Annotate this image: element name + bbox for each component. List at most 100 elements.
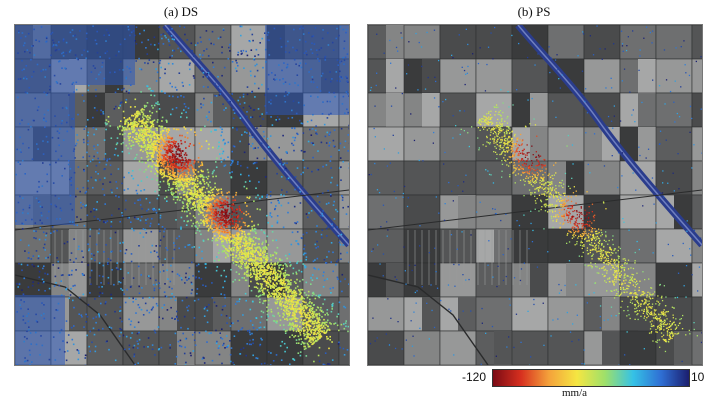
ps-point	[223, 221, 226, 223]
ps-point	[181, 159, 183, 161]
ps-point	[280, 308, 283, 310]
ps-point	[215, 238, 217, 240]
ps-point	[223, 294, 226, 296]
ps-point	[285, 289, 287, 292]
ps-point	[53, 285, 56, 287]
ps-point	[194, 192, 196, 194]
ps-point	[227, 141, 230, 144]
ps-point	[246, 205, 248, 207]
ps-point	[133, 158, 136, 160]
ps-point	[292, 317, 294, 320]
ps-point	[193, 183, 196, 185]
ps-point	[256, 157, 259, 160]
ps-point	[270, 262, 273, 264]
ps-point	[200, 233, 202, 236]
ps-point	[246, 225, 249, 228]
ps-point	[196, 227, 199, 230]
ps-point	[205, 181, 208, 184]
ps-point	[209, 203, 211, 205]
ps-point	[131, 131, 134, 133]
ps-point	[334, 322, 337, 324]
ps-point	[319, 294, 322, 296]
ps-point	[180, 162, 183, 164]
ps-point	[289, 363, 291, 365]
ps-point	[333, 129, 336, 131]
ps-point	[159, 217, 162, 219]
ps-point	[316, 168, 319, 171]
ps-point	[173, 242, 175, 244]
ps-point	[176, 184, 178, 186]
ps-point	[92, 327, 95, 330]
ps-point	[248, 197, 250, 200]
ps-point	[259, 252, 262, 255]
ps-point	[170, 163, 173, 165]
ps-point	[119, 242, 121, 244]
ps-point	[165, 158, 167, 160]
ps-point	[313, 360, 315, 363]
ps-point	[116, 187, 118, 189]
ps-point	[177, 181, 180, 184]
ps-point	[252, 259, 254, 262]
ps-point	[280, 298, 283, 300]
ps-point	[86, 165, 89, 167]
ps-point	[185, 147, 187, 149]
ps-point	[281, 340, 283, 343]
ps-point	[189, 68, 191, 71]
ps-point	[325, 262, 327, 264]
ps-point	[65, 287, 68, 290]
ps-point	[197, 171, 200, 173]
ps-point	[190, 292, 193, 295]
ps-point	[231, 213, 233, 215]
ps-point	[184, 193, 186, 196]
ps-point	[171, 293, 173, 295]
ps-point	[287, 299, 289, 302]
ps-point	[276, 215, 279, 217]
ps-point	[220, 201, 222, 204]
ps-point	[206, 199, 208, 201]
ps-point	[156, 133, 158, 136]
ps-point	[117, 128, 119, 130]
ps-point	[104, 302, 107, 305]
ps-point	[234, 199, 236, 201]
ps-point	[304, 307, 307, 309]
ps-point	[325, 203, 328, 205]
ps-point	[213, 205, 216, 208]
ps-point	[314, 328, 317, 331]
ps-point	[315, 247, 317, 249]
ps-point	[200, 202, 203, 205]
ps-point	[150, 94, 152, 96]
ps-point	[288, 290, 291, 292]
ps-point	[191, 289, 193, 291]
ps-point	[188, 183, 191, 186]
ps-point	[254, 55, 256, 57]
ps-point	[31, 284, 34, 287]
ps-point	[220, 223, 222, 226]
ps-point	[174, 332, 177, 335]
ps-point	[18, 282, 21, 285]
ps-point	[229, 240, 231, 243]
ps-point	[285, 167, 287, 170]
ps-point	[296, 231, 299, 233]
ps-point	[297, 186, 300, 189]
ps-point	[278, 297, 281, 299]
ps-point	[200, 129, 202, 131]
ps-point	[206, 321, 209, 324]
ps-point	[154, 209, 157, 211]
ps-point	[316, 195, 319, 198]
ps-point	[164, 258, 166, 260]
ps-point	[284, 272, 286, 274]
ps-point	[251, 33, 254, 36]
ps-point	[235, 271, 238, 273]
ps-point	[238, 273, 240, 275]
ps-point	[95, 243, 98, 246]
ps-point	[147, 119, 150, 121]
ps-point	[279, 296, 282, 299]
ps-point	[226, 217, 228, 219]
ps-point	[187, 107, 190, 109]
ps-point	[251, 264, 253, 266]
ps-point	[199, 176, 202, 178]
ps-point	[193, 194, 196, 196]
ps-point	[293, 139, 296, 142]
ps-point	[255, 357, 257, 359]
ps-point	[244, 263, 247, 265]
